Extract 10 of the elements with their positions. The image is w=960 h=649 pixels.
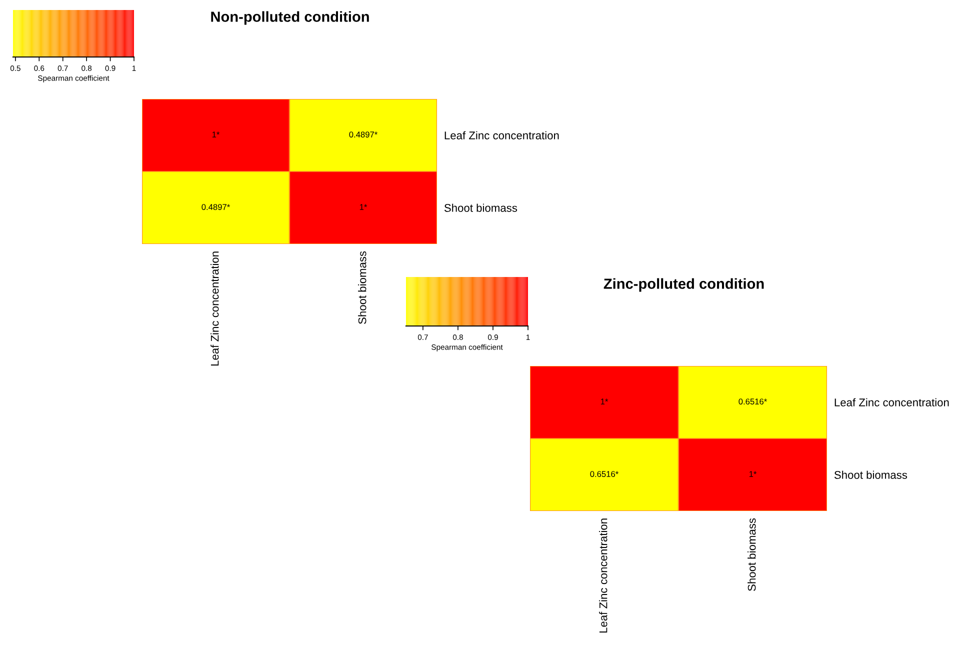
data-label: 1* <box>749 471 757 477</box>
data-label: 0.6516* <box>738 398 767 404</box>
data-label: 0.4897* <box>349 132 378 138</box>
data-label: 1* <box>360 204 368 210</box>
data-label: 0.6516* <box>590 471 618 477</box>
chart-title: Zinc-polluted condition <box>604 278 764 292</box>
chart-title: Non-polluted condition <box>211 11 369 25</box>
data-label: 1* <box>600 398 608 404</box>
data-label: 0.4897* <box>202 204 230 210</box>
data-label: 1* <box>212 132 220 138</box>
